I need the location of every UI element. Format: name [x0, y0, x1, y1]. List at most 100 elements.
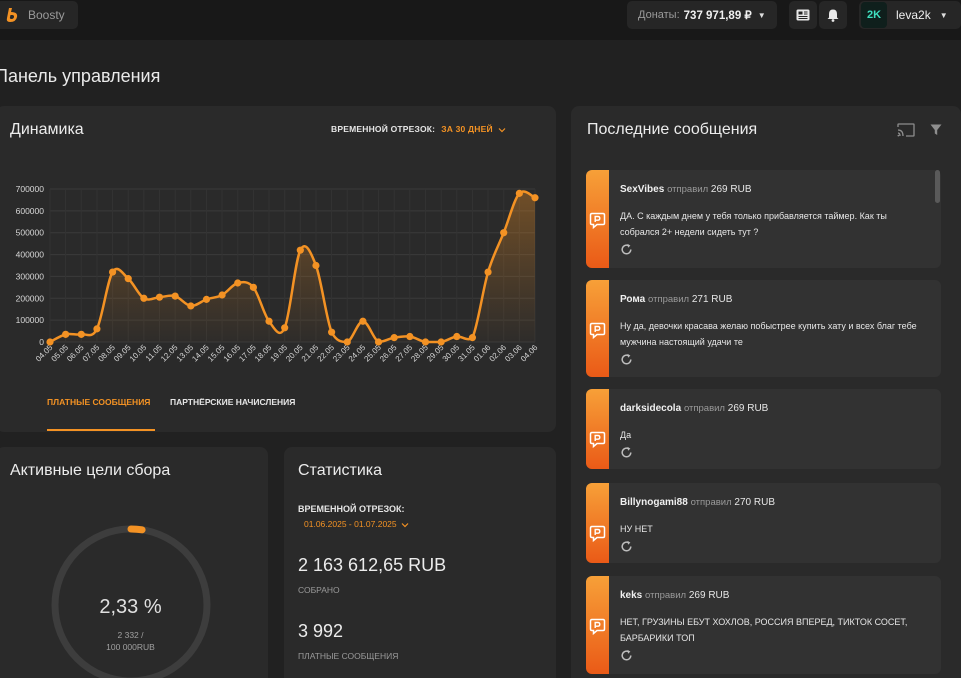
- data-point[interactable]: [265, 317, 273, 325]
- sent-label: отправил: [683, 403, 725, 414]
- refresh-icon[interactable]: [620, 243, 633, 256]
- goal-amount-current: 2 332 /: [117, 630, 144, 640]
- tab-paid-messages[interactable]: ПЛАТНЫЕ СООБЩЕНИЯ: [47, 397, 151, 407]
- sent-label: отправил: [648, 294, 690, 305]
- series-area: [50, 191, 535, 342]
- message-header: darksidecola отправил 269 RUB: [620, 403, 768, 414]
- data-point[interactable]: [328, 328, 336, 336]
- user-menu[interactable]: 2K leva2k ▼: [859, 1, 961, 29]
- refresh-icon[interactable]: [620, 540, 633, 553]
- sent-label: отправил: [667, 184, 709, 195]
- message-accent-strip: [586, 483, 609, 563]
- message-header: Billynogami88 отправил 270 RUB: [620, 497, 775, 508]
- message-item[interactable]: Рома отправил 271 RUB Ну да, девочки крас…: [586, 280, 941, 377]
- donations-value: 737 971,89 ₽: [683, 10, 752, 22]
- donations-dropdown[interactable]: Донаты: 737 971,89 ₽ ▼: [627, 1, 777, 29]
- data-point[interactable]: [500, 229, 508, 237]
- data-point[interactable]: [108, 268, 117, 276]
- filter-icon[interactable]: [930, 124, 942, 136]
- data-point[interactable]: [171, 292, 179, 300]
- data-point[interactable]: [234, 279, 242, 287]
- sender-name[interactable]: darksidecola: [620, 403, 682, 414]
- paid-message-icon: [589, 431, 606, 448]
- message-header: Рома отправил 271 RUB: [620, 294, 732, 305]
- chevron-down-icon: [498, 127, 506, 133]
- data-point[interactable]: [437, 338, 445, 346]
- data-point[interactable]: [46, 338, 54, 346]
- username: leva2k: [896, 8, 931, 22]
- paid-messages-count: 3 992: [298, 621, 344, 641]
- data-point[interactable]: [140, 294, 148, 302]
- sent-label: отправил: [690, 497, 732, 508]
- data-point[interactable]: [62, 330, 70, 338]
- paid-messages-label: ПЛАТНЫЕ СООБЩЕНИЯ: [298, 651, 399, 661]
- collected-value: 2 163 612,65 RUB: [298, 555, 447, 575]
- message-text: Ну да, девочки красава желаю побыстрее к…: [620, 321, 917, 347]
- dynamics-chart: 0 100000 200000 300000 400000 500000 600000 700…: [16, 184, 540, 364]
- data-point[interactable]: [77, 330, 85, 338]
- refresh-icon[interactable]: [620, 649, 633, 662]
- sent-label: отправил: [645, 590, 687, 601]
- dynamics-period-selector[interactable]: ВРЕМЕННОЙ ОТРЕЗОК: ЗА 30 ДНЕЙ: [331, 124, 506, 134]
- paid-message-icon: [589, 322, 606, 339]
- goal-progress-ring: [51, 525, 211, 678]
- message-item[interactable]: keks отправил 269 RUB НЕТ, ГРУЗИНЫ ЕБУТ Х…: [586, 576, 941, 674]
- page-title: Панель управления: [0, 66, 161, 86]
- data-point[interactable]: [202, 295, 211, 303]
- message-item[interactable]: SexVibes отправил 269 RUB ДА. С каждым дн…: [586, 170, 941, 268]
- tab-partner-earnings[interactable]: ПАРТНЁРСКИЕ НАЧИСЛЕНИЯ: [170, 397, 296, 407]
- message-accent-strip: [586, 389, 609, 469]
- y-tick-label: 500000: [16, 228, 45, 238]
- message-text: ДА. С каждым днем у тебя только прибавля…: [620, 211, 887, 237]
- data-point[interactable]: [515, 189, 523, 197]
- data-point[interactable]: [155, 293, 164, 301]
- stats-card: [284, 447, 556, 678]
- data-point[interactable]: [406, 332, 414, 341]
- data-point[interactable]: [296, 246, 304, 254]
- chevron-down-icon: ▼: [939, 10, 948, 20]
- cast-icon[interactable]: [897, 123, 915, 137]
- x-tick-label: 10.05: [128, 343, 149, 364]
- chevron-down-icon: [401, 522, 409, 528]
- refresh-icon[interactable]: [620, 446, 633, 459]
- y-tick-label: 0: [39, 337, 44, 347]
- chevron-down-icon: ▼: [757, 10, 766, 20]
- data-point[interactable]: [312, 261, 320, 270]
- data-point[interactable]: [249, 283, 257, 291]
- data-point[interactable]: [453, 332, 461, 341]
- news-button[interactable]: [789, 1, 817, 29]
- data-point[interactable]: [484, 268, 492, 276]
- ring-progress: [127, 525, 146, 534]
- paid-message-icon: [589, 212, 606, 229]
- message-accent-strip: [586, 170, 609, 268]
- stats-period-value: 01.06.2025 - 01.07.2025: [304, 519, 397, 529]
- collected-label: СОБРАНО: [298, 585, 340, 595]
- brand-logo[interactable]: Boosty: [0, 1, 78, 29]
- refresh-icon[interactable]: [620, 353, 633, 366]
- data-point[interactable]: [390, 334, 398, 342]
- data-point[interactable]: [124, 275, 132, 283]
- stats-period-selector[interactable]: 01.06.2025 - 01.07.2025: [304, 519, 409, 529]
- notifications-button[interactable]: [819, 1, 847, 29]
- data-point[interactable]: [218, 291, 226, 299]
- data-point[interactable]: [531, 194, 539, 202]
- messages-scrollbar[interactable]: [935, 170, 940, 203]
- data-point[interactable]: [421, 338, 430, 346]
- data-point[interactable]: [374, 338, 383, 346]
- sender-name[interactable]: keks: [620, 590, 643, 601]
- avatar: 2K: [861, 2, 887, 28]
- data-point[interactable]: [281, 324, 289, 332]
- data-point[interactable]: [359, 317, 367, 325]
- message-text: Да: [620, 430, 632, 440]
- sender-name[interactable]: SexVibes: [620, 184, 665, 195]
- dynamics-title: Динамика: [10, 121, 84, 138]
- data-point[interactable]: [93, 325, 101, 333]
- period-label: ВРЕМЕННОЙ ОТРЕЗОК:: [331, 124, 436, 134]
- sender-name[interactable]: Billynogami88: [620, 497, 688, 508]
- message-item[interactable]: Billynogami88 отправил 270 RUB НУ НЕТ: [586, 483, 941, 563]
- sender-name[interactable]: Рома: [620, 294, 646, 305]
- data-point[interactable]: [468, 334, 477, 342]
- data-point[interactable]: [187, 302, 195, 310]
- data-point[interactable]: [343, 338, 351, 346]
- message-item[interactable]: darksidecola отправил 269 RUB Да: [586, 389, 941, 469]
